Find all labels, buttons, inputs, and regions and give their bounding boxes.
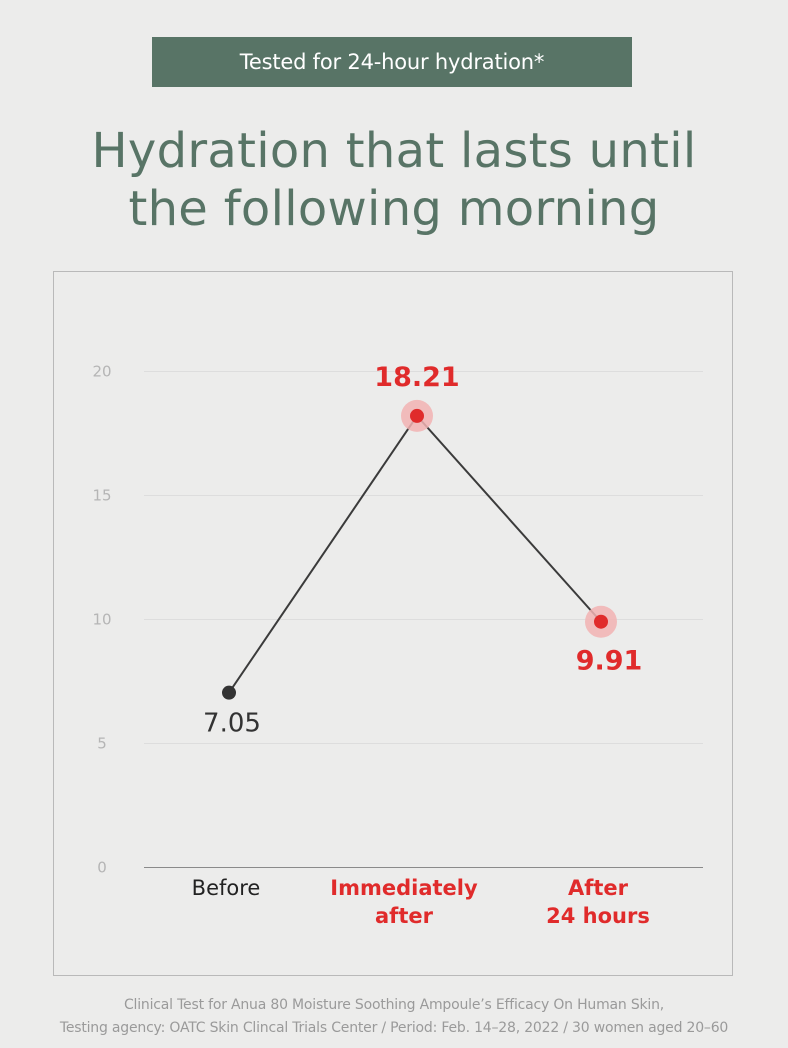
x-category-label-1-line-1: after [375,904,434,928]
data-label-0: 7.05 [203,709,261,739]
y-tick-label-20: 20 [92,363,111,381]
y-tick-label-5: 5 [97,735,107,753]
data-point-1 [410,408,424,423]
x-category-label-2-line-1: 24 hours [546,904,650,928]
y-tick-label-15: 15 [92,487,111,505]
x-category-label-0-line-0: Before [192,876,261,900]
data-label-2: 9.91 [576,646,643,677]
title-line-2: the following morning [128,181,660,237]
series-line [228,414,602,694]
test-claim-banner: Tested for 24-hour hydration* [152,37,632,87]
data-point-2 [594,614,608,629]
hydration-line-chart: 0 5 10 15 20 7.05 18.21 9.91 Before Immediately af… [92,362,703,928]
footnote-line-1: Clinical Test for Anua 80 Moisture Sooth… [123,997,665,1013]
chart-panel: 0 5 10 15 20 7.05 18.21 9.91 Before Immediately af… [53,271,733,976]
footnote: Clinical Test for Anua 80 Moisture Sooth… [0,994,788,1040]
x-category-label-2-line-0: After [568,876,629,900]
data-label-1: 18.21 [374,362,459,393]
page-title: Hydration that lasts until the following… [0,122,788,238]
x-category-label-1-line-0: Immediately [330,876,478,900]
y-tick-label-10: 10 [92,611,111,629]
title-line-1: Hydration that lasts until [91,123,697,179]
y-tick-label-0: 0 [97,859,107,877]
footnote-line-2: Testing agency: OATC Skin Clincal Trials… [59,1020,729,1036]
data-point-0 [222,685,236,700]
